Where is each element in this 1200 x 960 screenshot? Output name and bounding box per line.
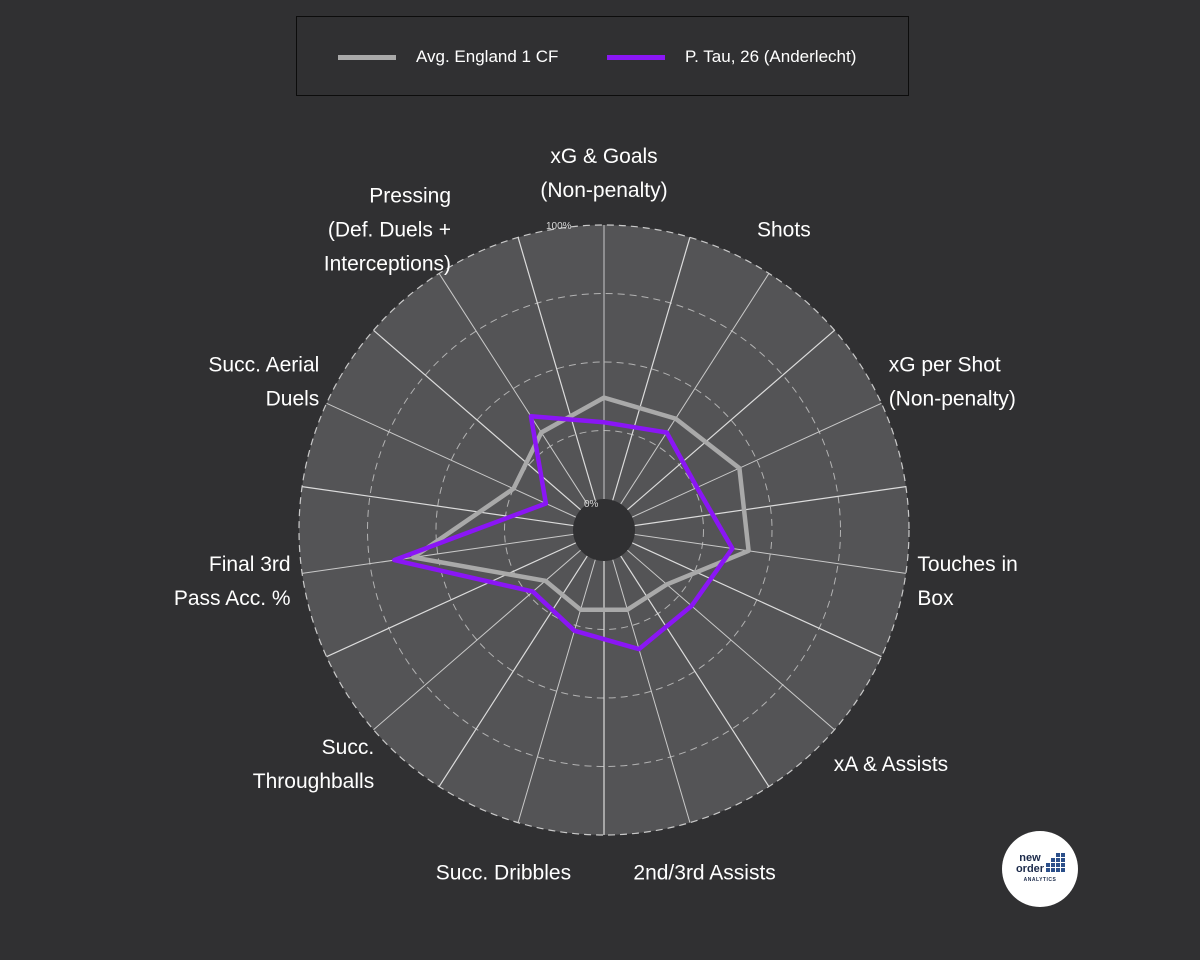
sector-divider-10 xyxy=(373,329,581,511)
axis-spoke-10 xyxy=(326,402,577,518)
legend: Avg. England 1 CF P. Tau, 26 (Anderlecht… xyxy=(296,16,909,96)
logo-wordmark: new order xyxy=(1013,853,1047,875)
sector-divider-3 xyxy=(634,486,906,527)
category-label-4: Touches in Box xyxy=(917,553,1017,610)
category-label-5: xA & Assists xyxy=(834,753,948,776)
sector-divider-1 xyxy=(612,237,691,501)
legend-label-avg-england: Avg. England 1 CF xyxy=(416,47,559,66)
category-label-8: Succ. Throughballs xyxy=(253,736,374,793)
category-label-11: Pressing (Def. Duels + Interceptions) xyxy=(324,185,451,276)
category-label-2: Shots xyxy=(757,219,811,242)
grid-ring-2 xyxy=(435,361,773,699)
category-label-9: Final 3rd Pass Acc. % xyxy=(174,553,291,610)
tick-label-max: 100% xyxy=(546,221,572,232)
logo-subtitle: ANALYTICS xyxy=(1023,877,1057,883)
legend-item-avg-england: Avg. England 1 CF xyxy=(338,17,558,97)
radar-panel xyxy=(299,225,909,835)
sector-divider-4 xyxy=(631,542,882,658)
axis-spoke-5 xyxy=(627,549,835,731)
axis-spoke-6 xyxy=(612,559,691,823)
outer-ring xyxy=(298,224,910,836)
sector-divider-9 xyxy=(302,486,574,527)
sector-divider-2 xyxy=(627,329,835,511)
new-order-analytics-logo: new order ANALYTICS xyxy=(1002,831,1078,907)
sector-divider-11 xyxy=(517,237,596,501)
series-line-p-tau xyxy=(392,414,735,652)
axis-spoke-2 xyxy=(620,273,770,505)
axis-spoke-7 xyxy=(517,559,596,823)
category-label-7: Succ. Dribbles xyxy=(436,862,571,885)
legend-swatch-avg-england xyxy=(338,54,396,60)
category-label-10: Succ. Aerial Duels xyxy=(208,354,319,411)
category-label-1: xG & Goals (Non-penalty) xyxy=(540,145,667,202)
sector-divider-8 xyxy=(326,542,577,658)
sector-divider-5 xyxy=(620,555,770,787)
series-line-avg-england xyxy=(411,395,751,612)
axis-spoke-3 xyxy=(631,402,882,518)
axis-spoke-9 xyxy=(302,533,574,574)
axis-spoke-11 xyxy=(438,273,588,505)
legend-swatch-p-tau xyxy=(607,54,665,60)
logo-line-1: new xyxy=(1019,852,1041,864)
category-label-3: xG per Shot (Non-penalty) xyxy=(889,354,1016,411)
grid-ring-3 xyxy=(367,293,841,767)
tick-label-min: 0% xyxy=(584,499,599,510)
axis-spoke-4 xyxy=(634,533,906,574)
legend-item-p-tau: P. Tau, 26 (Anderlecht) xyxy=(607,17,856,97)
logo-line-2: order xyxy=(1015,863,1045,875)
category-label-6: 2nd/3rd Assists xyxy=(633,862,775,885)
legend-label-p-tau: P. Tau, 26 (Anderlecht) xyxy=(685,47,857,66)
